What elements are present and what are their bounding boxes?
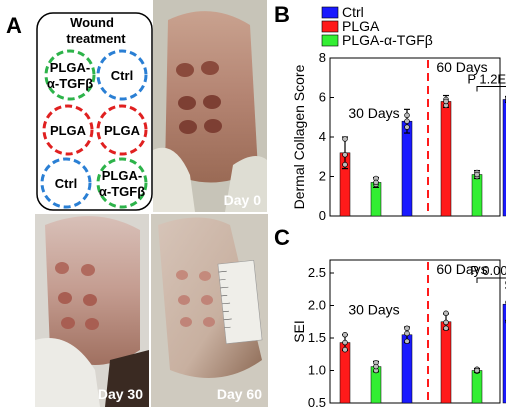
legend-label: PLGA xyxy=(342,18,380,34)
y-tick-label: 2 xyxy=(319,169,326,184)
bar xyxy=(471,370,483,404)
panel-label-c: C xyxy=(274,225,290,250)
wound-circle xyxy=(40,157,92,209)
wound-circle xyxy=(44,49,96,101)
wound-circle-label: Ctrl xyxy=(111,68,133,83)
data-point xyxy=(443,310,449,317)
significance-bracket xyxy=(476,86,506,92)
data-point xyxy=(342,332,348,338)
p-value-annotation: P 1.2E-5 xyxy=(467,72,506,87)
data-point xyxy=(404,325,410,332)
bar xyxy=(440,321,452,404)
data-point xyxy=(443,319,449,326)
wound-circle-label: PLGA xyxy=(50,123,87,138)
y-tick-label: 8 xyxy=(319,50,326,65)
y-tick-label: 6 xyxy=(319,90,326,105)
photo-day-30-label: Day 30 xyxy=(98,386,143,402)
y-tick-label: 1.0 xyxy=(308,363,326,378)
data-point xyxy=(342,339,348,346)
data-point xyxy=(404,118,410,124)
schematic-title-line2: treatment xyxy=(66,31,126,46)
wound-circle xyxy=(96,104,148,156)
schematic-card xyxy=(36,12,153,211)
data-point xyxy=(404,124,410,130)
legend-swatch xyxy=(321,6,339,19)
data-point xyxy=(404,338,410,345)
panel-label-a: A xyxy=(6,13,22,38)
y-tick-label: 2.5 xyxy=(308,265,326,280)
bar xyxy=(502,303,506,404)
bar xyxy=(502,99,506,217)
wound-circle-label: PLGA- xyxy=(50,60,90,75)
plot-frame xyxy=(329,259,501,404)
panel-label-b: B xyxy=(274,2,290,27)
group-label: 60 Days xyxy=(436,59,487,75)
wound-circle xyxy=(96,49,148,101)
data-point xyxy=(342,346,348,353)
legend-swatch xyxy=(321,34,339,47)
significance-bracket xyxy=(476,277,506,283)
group-label: 60 Days xyxy=(436,261,487,277)
data-point xyxy=(373,363,379,370)
wound-circle-label: Ctrl xyxy=(55,176,77,191)
wound-circle-sublabel: α-TGFβ xyxy=(47,76,93,91)
photo-day-60: Day 60 xyxy=(151,214,268,407)
chart-b: 0 2 4 6 8 Dermal Collagen Score 30 Days 60 Days… xyxy=(291,50,506,223)
y-tick-label: 2.0 xyxy=(308,298,326,313)
data-point xyxy=(373,179,379,186)
legend-swatch xyxy=(321,20,339,33)
data-point xyxy=(342,136,348,142)
wound-circle-label: PLGA- xyxy=(102,168,142,183)
wound-schematic: Wound treatment PLGA-α-TGFβ Ctrl PLGA PLGA C… xyxy=(36,12,153,211)
wound-circle-label: PLGA xyxy=(104,123,141,138)
data-point xyxy=(474,171,480,178)
schematic-title-line1: Wound xyxy=(70,15,114,30)
data-point xyxy=(342,152,348,158)
photo-day-0-label: Day 0 xyxy=(224,192,262,208)
y-axis-label: SEI xyxy=(291,320,307,343)
y-tick-label: 1.5 xyxy=(308,330,326,345)
bar xyxy=(471,174,483,217)
wound-circle-sublabel: α-TGFβ xyxy=(99,184,145,199)
data-point xyxy=(404,330,410,337)
data-point xyxy=(474,367,480,374)
data-point xyxy=(443,98,449,105)
y-tick-label: 0.5 xyxy=(308,395,326,407)
y-tick-label: 4 xyxy=(319,129,326,144)
legend-label: PLGA-α-TGFβ xyxy=(342,32,433,48)
legend-label: Ctrl xyxy=(342,4,364,20)
p-value-annotation: P 0.004 xyxy=(470,263,506,278)
data-point xyxy=(443,325,449,332)
group-label: 30 Days xyxy=(348,105,399,121)
wound-circle xyxy=(42,104,94,156)
bar xyxy=(401,120,413,217)
photo-day-60-label: Day 60 xyxy=(217,386,262,402)
data-point xyxy=(404,112,410,119)
y-axis-label: Dermal Collagen Score xyxy=(291,64,307,209)
bar xyxy=(401,334,413,404)
y-tick-label: 0 xyxy=(319,208,326,223)
wound-circle xyxy=(96,157,148,209)
group-label: 30 Days xyxy=(348,301,399,317)
photo-day-0: Day 0 xyxy=(153,0,267,212)
data-point xyxy=(342,161,348,168)
photo-day-30: Day 30 xyxy=(35,214,149,407)
bar xyxy=(440,101,452,217)
